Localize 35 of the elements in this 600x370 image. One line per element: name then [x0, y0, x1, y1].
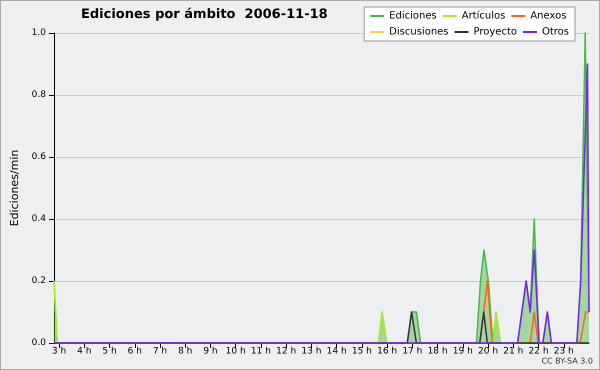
x-tick-label: 15 h	[352, 346, 372, 356]
x-tick-label: 21 h	[503, 346, 524, 356]
x-tick-label: 19 h	[452, 346, 473, 356]
x-tick-label: 6 h	[128, 346, 142, 356]
y-tick-label: 0.4	[32, 214, 46, 224]
legend-label: Proyecto	[474, 26, 517, 38]
legend-label: Ediciones	[389, 10, 437, 22]
x-tick-label: 16 h	[377, 346, 398, 356]
x-tick-label: 8 h	[178, 346, 192, 356]
legend-label: Otros	[542, 26, 570, 38]
x-tick-label: 20 h	[478, 346, 498, 356]
x-tick-label: 23 h	[554, 346, 574, 356]
x-tick-label: 7 h	[152, 346, 168, 356]
legend-label: Artículos	[462, 10, 506, 22]
legend-label: Discusiones	[389, 26, 449, 38]
legend-label: Anexos	[530, 10, 566, 22]
x-tick-label: 4 h	[77, 346, 92, 356]
chart-title: Ediciones por ámbito 2006-11-18	[81, 7, 328, 22]
y-tick-label: 0.0	[32, 338, 46, 348]
text: CC BY-SA 3.0	[541, 356, 594, 366]
x-tick-label: 10 h	[226, 346, 246, 356]
x-tick-label: 5 h	[102, 346, 117, 356]
x-tick-label: 22 h	[528, 346, 549, 356]
x-tick-label: 18 h	[428, 346, 448, 356]
y-tick-label: 0.2	[32, 276, 46, 286]
x-tick-label: 11 h	[250, 346, 271, 356]
x-tick-label: 9 h	[203, 346, 218, 356]
x-tick-label: 12 h	[276, 346, 296, 356]
y-tick-label: 1.0	[32, 28, 46, 38]
x-tick-label: 14 h	[326, 346, 347, 356]
y-tick-label: 0.8	[32, 90, 46, 100]
x-tick-label: 13 h	[301, 346, 322, 356]
y-axis-title: Ediciones/min	[8, 150, 21, 226]
x-tick-label: 3 h	[52, 346, 66, 356]
y-tick-label: 0.6	[32, 152, 46, 162]
